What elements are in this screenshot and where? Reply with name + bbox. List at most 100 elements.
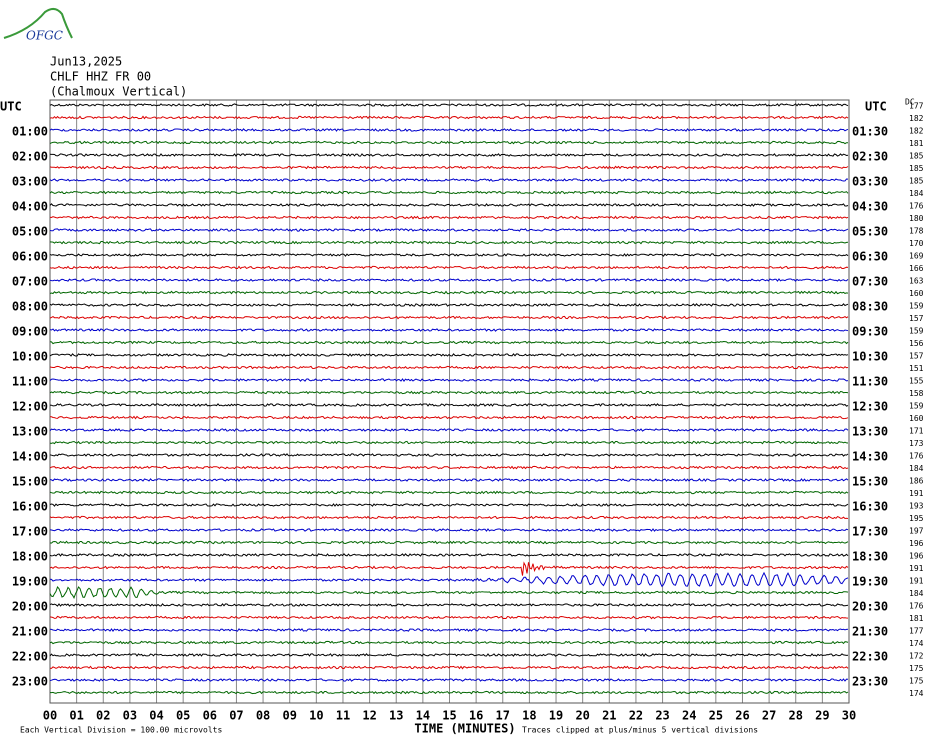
x-tick-label: 29 (815, 709, 829, 723)
plot-frame (49, 99, 850, 704)
dc-value: 196 (909, 539, 924, 548)
left-label: 13:00 (12, 425, 48, 439)
left-label: 20:00 (12, 600, 48, 614)
dc-value: 184 (909, 589, 924, 598)
trace (49, 165, 849, 170)
trace (49, 528, 849, 532)
dc-value: 191 (909, 489, 924, 498)
right-label: 22:30 (852, 650, 888, 664)
dc-value: 178 (909, 227, 924, 236)
dc-value: 166 (909, 264, 924, 273)
dc-value: 175 (909, 677, 924, 686)
x-tick-label: 07 (229, 709, 243, 723)
dc-value: 155 (909, 377, 924, 386)
trace (49, 315, 849, 320)
left-label: 18:00 (12, 550, 48, 564)
trace (49, 665, 849, 670)
trace (49, 290, 849, 295)
dc-value: 185 (909, 177, 924, 186)
right-label: 05:30 (852, 225, 888, 239)
dc-value: 151 (909, 364, 924, 373)
left-label: 04:00 (12, 200, 48, 214)
dc-value: 191 (909, 577, 924, 586)
x-tick-label: 21 (602, 709, 616, 723)
trace (49, 465, 849, 470)
x-tick-label: 06 (203, 709, 217, 723)
x-tick-label: 18 (522, 709, 536, 723)
date: Jun13,2025 (50, 55, 122, 69)
right-label: 14:30 (852, 450, 888, 464)
trace (49, 678, 849, 682)
dc-value: 176 (909, 452, 924, 461)
x-tick-label: 25 (709, 709, 723, 723)
right-header: UTC (865, 100, 887, 114)
trace (49, 603, 849, 607)
trace (49, 303, 849, 307)
footer-left: Each Vertical Division = 100.00 microvol… (20, 726, 222, 735)
left-label: 10:00 (12, 350, 48, 364)
left-label: 02:00 (12, 150, 48, 164)
left-label: 19:00 (12, 575, 48, 589)
dc-value: 169 (909, 252, 924, 261)
dc-value: 160 (909, 414, 924, 423)
x-tick-label: 11 (336, 709, 350, 723)
trace (49, 128, 849, 132)
right-label: 19:30 (852, 575, 888, 589)
right-label: 16:30 (852, 500, 888, 514)
left-label: 14:00 (12, 450, 48, 464)
trace (49, 378, 849, 382)
left-header: UTC (0, 100, 22, 114)
x-tick-label: 28 (789, 709, 803, 723)
left-label: 12:00 (12, 400, 48, 414)
trace (49, 203, 849, 207)
x-tick-label: 12 (362, 709, 376, 723)
right-label: 18:30 (852, 550, 888, 564)
footer-right: Traces clipped at plus/minus 5 vertical … (522, 726, 758, 735)
dc-value: 159 (909, 327, 924, 336)
dc-value: 158 (909, 389, 924, 398)
trace (50, 415, 849, 420)
trace (49, 428, 849, 432)
trace (49, 278, 849, 282)
dc-value: 172 (909, 652, 924, 661)
dc-value: 181 (909, 614, 924, 623)
x-tick-label: 24 (682, 709, 696, 723)
x-tick-label: 27 (762, 709, 776, 723)
x-tick-label: 09 (282, 709, 296, 723)
dc-value: 163 (909, 277, 924, 286)
trace (49, 553, 849, 557)
right-label: 01:30 (852, 125, 888, 139)
dc-value: 159 (909, 302, 924, 311)
trace (49, 615, 849, 620)
x-tick-label: 19 (549, 709, 563, 723)
x-tick-label: 13 (389, 709, 403, 723)
left-label: 11:00 (12, 375, 48, 389)
x-tick-label: 03 (123, 709, 137, 723)
right-label: 04:30 (852, 200, 888, 214)
trace (49, 153, 849, 157)
right-label: 23:30 (852, 675, 888, 689)
left-label: 23:00 (12, 675, 48, 689)
right-label: 21:30 (852, 625, 888, 639)
dc-value: 185 (909, 152, 924, 161)
trace (49, 340, 849, 345)
trace (50, 690, 849, 695)
dc-value: 175 (909, 664, 924, 673)
x-tick-label: 00 (43, 709, 57, 723)
trace (49, 628, 849, 632)
right-label: 17:30 (852, 525, 888, 539)
trace (49, 440, 849, 445)
x-tick-label: 16 (469, 709, 483, 723)
left-label: 08:00 (12, 300, 48, 314)
right-label: 09:30 (852, 325, 888, 339)
trace (49, 490, 849, 495)
trace (49, 403, 849, 407)
right-label: 02:30 (852, 150, 888, 164)
right-label: 20:30 (852, 600, 888, 614)
x-axis-label: TIME (MINUTES) (414, 722, 515, 736)
right-label: 07:30 (852, 275, 888, 289)
x-tick-label: 10 (309, 709, 323, 723)
left-label: 16:00 (12, 500, 48, 514)
dc-header: DC (905, 98, 915, 107)
